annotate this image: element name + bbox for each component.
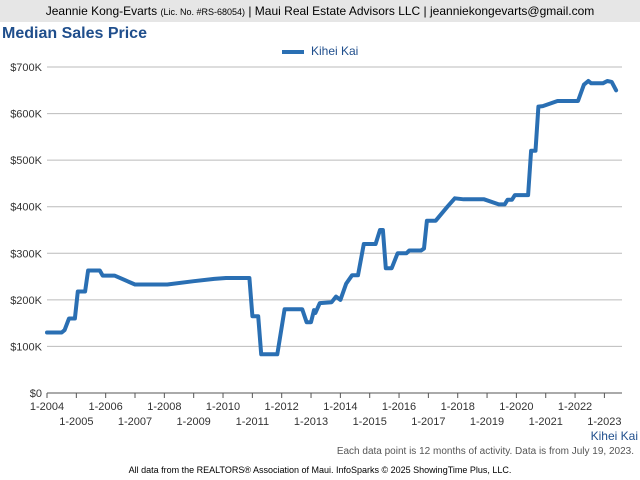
x-tick-label: 1-2009 — [177, 416, 211, 428]
x-tick-label: 1-2005 — [59, 416, 93, 428]
x-tick-label: 1-2016 — [382, 401, 416, 413]
x-tick-label: 1-2012 — [265, 401, 299, 413]
x-tick-label: 1-2007 — [118, 416, 152, 428]
x-tick-label: 1-2008 — [147, 401, 181, 413]
x-tick-label: 1-2022 — [558, 401, 592, 413]
series-line-kihei-kai — [45, 79, 619, 357]
y-tick-label: $500K — [10, 155, 42, 167]
x-tick-label: 1-2006 — [89, 401, 123, 413]
y-tick-label: $600K — [10, 109, 42, 121]
y-tick-label: $200K — [10, 295, 42, 307]
x-tick-label: 1-2014 — [323, 401, 357, 413]
y-tick-label: $400K — [10, 202, 42, 214]
x-tick-label: 1-2018 — [441, 401, 475, 413]
license-number: (Lic. No. #RS-68054) — [160, 7, 246, 17]
chart-title: Median Sales Price — [2, 25, 147, 42]
legend-label: Kihei Kai — [310, 44, 359, 58]
agent-header-bar: Jeannie Kong-Evarts (Lic. No. #RS-68054)… — [0, 0, 640, 22]
y-tick-label: $100K — [10, 341, 42, 353]
agent-contact: | Maui Real Estate Advisors LLC | jeanni… — [248, 4, 595, 18]
x-tick-label: 1-2020 — [499, 401, 533, 413]
x-tick-label: 1-2004 — [30, 401, 64, 413]
y-tick-label: $0 — [30, 388, 42, 400]
y-tick-label: $700K — [10, 62, 42, 74]
x-tick-label: 1-2023 — [587, 416, 621, 428]
agent-name: Jeannie Kong-Evarts — [45, 4, 158, 18]
x-tick-label: 1-2013 — [294, 416, 328, 428]
chart-legend: Kihei Kai — [0, 44, 640, 58]
x-tick-label: 1-2019 — [470, 416, 504, 428]
x-tick-label: 1-2011 — [236, 416, 269, 428]
x-tick-label: 1-2010 — [206, 401, 240, 413]
x-tick-label: 1-2021 — [529, 416, 563, 428]
x-tick-label: 1-2015 — [353, 416, 387, 428]
series-end-label: Kihei Kai — [591, 429, 638, 443]
x-tick-label: 1-2017 — [411, 416, 445, 428]
legend-swatch — [281, 49, 304, 54]
y-tick-label: $300K — [10, 248, 42, 260]
data-note: Each data point is 12 months of activity… — [336, 446, 634, 457]
footer-credit: All data from the REALTORS® Association … — [128, 465, 512, 475]
